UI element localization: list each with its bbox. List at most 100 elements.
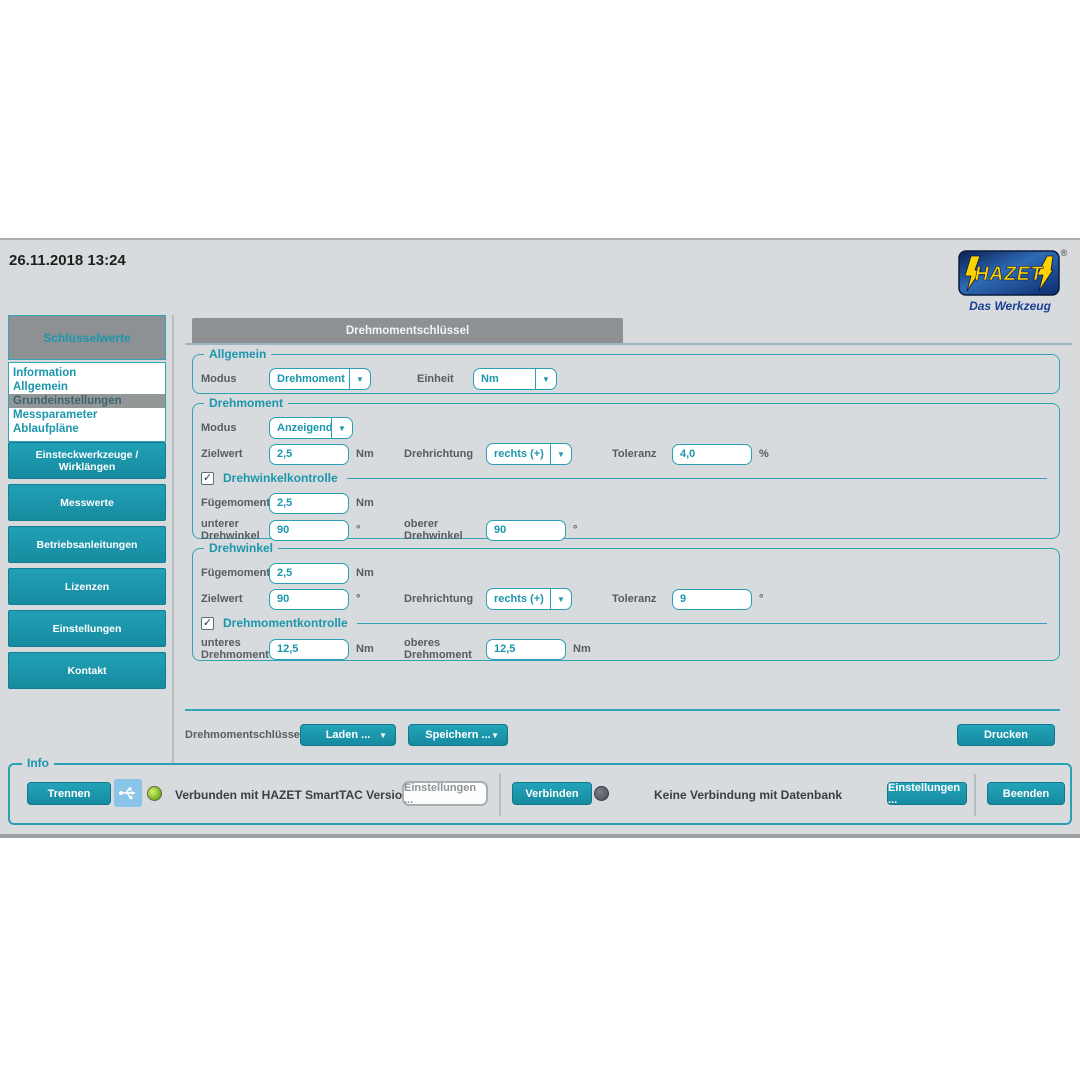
dw-fuegemoment-input[interactable]: 2,5 — [269, 562, 349, 584]
modus-select[interactable]: Drehmoment ▼ — [269, 368, 371, 390]
dm-modus-label: Modus — [201, 422, 237, 434]
tab-drehmomentschluessel[interactable]: Drehmomentschlüssel — [192, 318, 623, 343]
dm-zielwert-unit: Nm — [356, 448, 374, 460]
group-drehwinkel: Drehwinkel Fügemoment 2,5 Nm Zielwert 90… — [192, 541, 1060, 661]
main-panel: Drehmomentschlüssel Allgemein Modus Dreh… — [185, 318, 1072, 746]
usb-status-text: Verbunden mit HAZET SmartTAC Version 3.0… — [175, 788, 443, 802]
sublegend-rule — [356, 622, 1047, 624]
group-drehwinkel-legend: Drehwinkel — [204, 541, 279, 555]
sidebar-item-ablaufplaene[interactable]: Ablaufpläne — [13, 423, 79, 435]
sidebar-list: Information Allgemein Grundeinstellungen… — [8, 362, 166, 442]
dw-zielwert-unit: ° — [356, 593, 361, 605]
drehmomentkontrolle-checkbox[interactable]: ✓ — [201, 616, 214, 630]
dm-zielwert-label: Zielwert — [201, 448, 243, 460]
registered-mark: ® — [1061, 248, 1068, 258]
dm-fuegemoment-unit: Nm — [356, 497, 374, 509]
dw-zielwert-label: Zielwert — [201, 593, 243, 605]
dm-unterer-label: unterer Drehwinkel — [201, 518, 260, 542]
sidebar-button-messwerte[interactable]: Messwerte — [8, 484, 166, 521]
info-legend: Info — [22, 756, 54, 770]
dm-drehrichtung-label: Drehrichtung — [404, 448, 474, 460]
chevron-down-icon[interactable]: ▼ — [550, 588, 572, 610]
chevron-down-icon[interactable]: ▼ — [349, 368, 371, 390]
dm-fuegemoment-input[interactable]: 2,5 — [269, 492, 349, 514]
bottom-divider — [185, 709, 1060, 711]
db-einstellungen-button[interactable]: Einstellungen ... — [887, 782, 967, 806]
app-window: 26.11.2018 13:24 HAZET ® Das Werkzeug — [0, 238, 1080, 838]
dw-drehrichtung-value: rechts (+) — [486, 588, 550, 610]
db-status-text: Keine Verbindung mit Datenbank — [653, 788, 843, 802]
dw-oberes-unit: Nm — [573, 643, 591, 655]
sidebar-item-allgemein[interactable]: Allgemein — [13, 381, 68, 393]
laden-button-label: Laden ... — [325, 729, 371, 741]
dm-drehrichtung-value: rechts (+) — [486, 443, 550, 465]
info-panel: Info Trennen Verbunden mit HAZET SmartTA… — [8, 756, 1072, 825]
dm-zielwert-input[interactable]: 2,5 — [269, 443, 349, 465]
info-divider — [974, 774, 976, 816]
drehmomentkontrolle-legend: Drehmomentkontrolle — [223, 616, 348, 630]
drehwinkelkontrolle-legend: Drehwinkelkontrolle — [223, 471, 338, 485]
group-drehmoment-legend: Drehmoment — [204, 396, 289, 410]
dm-modus-value: Anzeigend — [269, 417, 333, 439]
dm-modus-select[interactable]: Anzeigend ▼ — [269, 417, 353, 439]
sidebar-header: Schlüsselwerte — [8, 315, 166, 360]
dm-oberer-unit: ° — [573, 524, 578, 536]
usb-status-led — [147, 786, 162, 801]
dm-drehrichtung-select[interactable]: rechts (+) ▼ — [486, 443, 572, 465]
group-allgemein: Allgemein Modus Drehmoment ▼ Einheit Nm … — [192, 347, 1060, 394]
sidebar-item-messparameter[interactable]: Messparameter — [13, 409, 98, 421]
chevron-down-icon[interactable]: ▼ — [535, 368, 557, 390]
chevron-down-icon[interactable]: ▼ — [331, 417, 353, 439]
sidebar-button-betriebsanleitungen[interactable]: Betriebsanleitungen — [8, 526, 166, 563]
dw-fuegemoment-unit: Nm — [356, 567, 374, 579]
einheit-select[interactable]: Nm ▼ — [473, 368, 557, 390]
group-allgemein-legend: Allgemein — [204, 347, 272, 361]
sidebar-button-lizenzen[interactable]: Lizenzen — [8, 568, 166, 605]
sidebar-item-grundeinstellungen[interactable]: Grundeinstellungen — [9, 394, 165, 408]
drucken-button[interactable]: Drucken — [957, 724, 1055, 746]
usb-einstellungen-button[interactable]: Einstellungen ... — [402, 781, 488, 806]
sidebar-button-kontakt[interactable]: Kontakt — [8, 652, 166, 689]
sidebar-item-information[interactable]: Information — [13, 367, 77, 379]
dm-toleranz-input[interactable]: 4,0 — [672, 443, 752, 465]
laden-button[interactable]: Laden ... ▼ — [300, 724, 396, 746]
datetime: 26.11.2018 13:24 — [9, 252, 126, 269]
dm-fuegemoment-label: Fügemoment — [201, 497, 271, 509]
sidebar-button-einstellungen[interactable]: Einstellungen — [8, 610, 166, 647]
speichern-button[interactable]: Speichern ... ▼ — [408, 724, 508, 746]
dw-toleranz-input[interactable]: 9 — [672, 588, 752, 610]
logo-tagline: Das Werkzeug — [969, 299, 1051, 313]
sidebar-button-einsteckwerkzeuge[interactable]: Einsteckwerkzeuge / Wirklängen — [8, 442, 166, 479]
sidebar-divider — [172, 315, 174, 763]
dm-toleranz-unit: % — [759, 448, 769, 460]
drehwinkelkontrolle-checkbox[interactable]: ✓ — [201, 471, 214, 485]
dw-toleranz-unit: ° — [759, 593, 764, 605]
verbinden-button[interactable]: Verbinden — [512, 782, 592, 805]
dw-drehrichtung-select[interactable]: rechts (+) ▼ — [486, 588, 572, 610]
sublegend-rule — [346, 477, 1047, 479]
logo-brand-text: HAZET — [975, 264, 1044, 285]
trennen-button[interactable]: Trennen — [27, 782, 111, 805]
modus-label: Modus — [201, 373, 237, 385]
dm-oberer-label: oberer Drehwinkel — [404, 518, 463, 542]
einheit-value: Nm — [473, 368, 535, 390]
info-divider — [499, 774, 501, 816]
file-actions-label: Drehmomentschlüssel — [185, 729, 303, 741]
dm-oberer-input[interactable]: 90 — [486, 519, 566, 541]
dw-zielwert-input[interactable]: 90 — [269, 588, 349, 610]
dw-unteres-unit: Nm — [356, 643, 374, 655]
beenden-button[interactable]: Beenden — [987, 782, 1065, 805]
dm-toleranz-label: Toleranz — [612, 448, 657, 460]
dw-unteres-label: unteres Drehmoment — [201, 637, 269, 661]
group-drehmoment: Drehmoment Modus Anzeigend ▼ Zielwert 2,… — [192, 396, 1060, 542]
dm-unterer-input[interactable]: 90 — [269, 519, 349, 541]
hazet-logo: HAZET ® Das Werkzeug — [954, 246, 1070, 316]
dm-unterer-unit: ° — [356, 524, 361, 536]
chevron-down-icon[interactable]: ▼ — [550, 443, 572, 465]
dw-unteres-input[interactable]: 12,5 — [269, 638, 349, 660]
file-actions-row: Drehmomentschlüssel Laden ... ▼ Speicher… — [185, 724, 1060, 746]
modus-value: Drehmoment — [269, 368, 349, 390]
dw-oberes-input[interactable]: 12,5 — [486, 638, 566, 660]
chevron-down-icon: ▼ — [379, 730, 387, 740]
